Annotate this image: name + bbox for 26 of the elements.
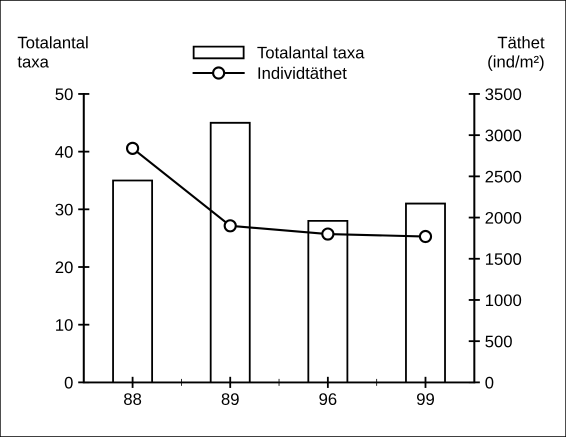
y-axis-title: Totalantal taxa xyxy=(18,36,88,68)
point xyxy=(224,219,237,232)
y2-axis-title: Täthet (ind/m²) xyxy=(488,36,544,71)
x-tick-label: 89 xyxy=(222,393,239,406)
y2-tick-label: 1500 xyxy=(486,253,522,265)
x-tick-label: 88 xyxy=(124,393,142,406)
y2-tick-label: 500 xyxy=(485,336,512,348)
x-tick-label: 96 xyxy=(319,393,336,406)
y-tick-label: 0 xyxy=(64,376,73,389)
point xyxy=(321,227,334,241)
y2-tick-label: 2000 xyxy=(486,212,522,224)
y-tick-label: 10 xyxy=(56,319,73,331)
y-tick-label: 40 xyxy=(55,146,73,158)
y2-tick-label: 3000 xyxy=(485,130,522,142)
y-tick-label: 20 xyxy=(56,261,73,274)
x-tick-label: 99 xyxy=(417,393,434,406)
legend-label: Individtäthet xyxy=(258,66,347,79)
point xyxy=(126,142,140,155)
y-tick-label: 50 xyxy=(55,88,73,100)
point xyxy=(418,230,432,244)
y2-tick-label: 2500 xyxy=(486,170,522,183)
y2-tick-label: 3500 xyxy=(485,88,522,100)
y2-tick-label: 1000 xyxy=(486,294,522,306)
y2-tick-label: 0 xyxy=(485,376,494,389)
legend-label: Totalantal taxa xyxy=(257,46,364,58)
y-tick-label: 30 xyxy=(55,204,73,216)
